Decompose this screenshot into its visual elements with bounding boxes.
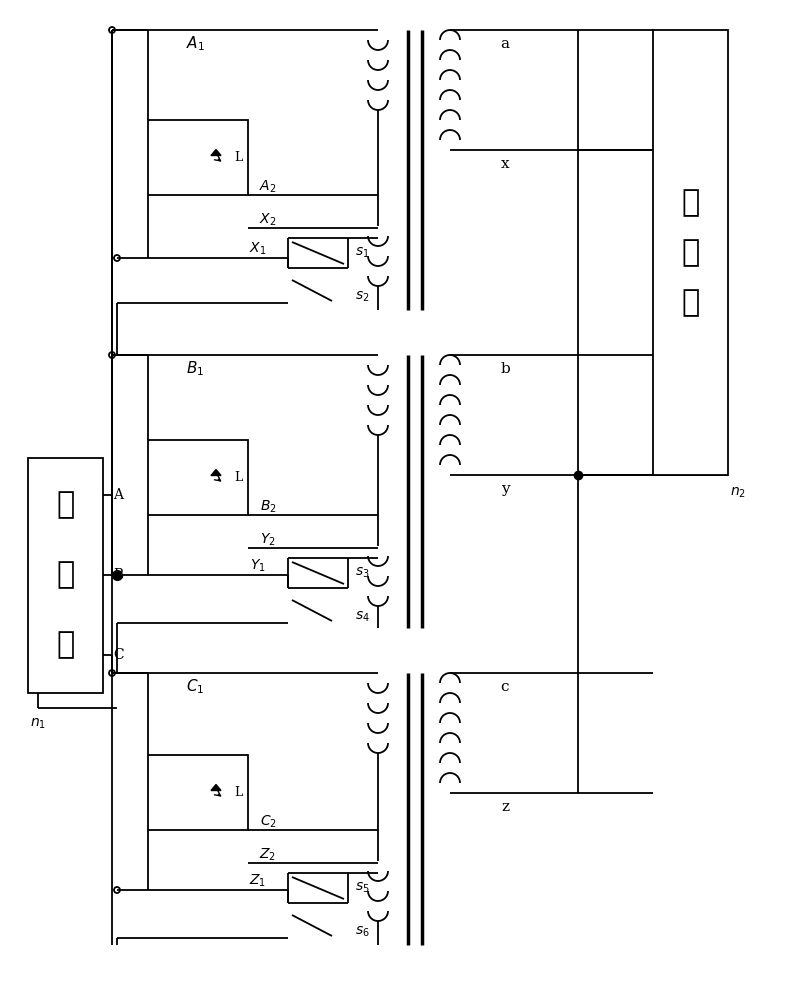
Text: $s_2$: $s_2$ (354, 290, 369, 304)
Text: $B_1$: $B_1$ (186, 360, 204, 378)
Text: 载: 载 (681, 237, 699, 268)
Text: L: L (233, 786, 242, 799)
Text: B: B (113, 568, 123, 582)
Text: $Z_2$: $Z_2$ (259, 847, 276, 863)
Text: $s_4$: $s_4$ (354, 610, 370, 624)
Text: $C_2$: $C_2$ (259, 814, 276, 830)
Text: $Y_1$: $Y_1$ (250, 558, 265, 574)
Polygon shape (211, 470, 221, 476)
Text: $s_1$: $s_1$ (354, 246, 369, 260)
Bar (652, 30, 727, 475)
Polygon shape (211, 149, 221, 155)
Text: $n_1$: $n_1$ (30, 716, 46, 731)
Text: z: z (500, 800, 508, 814)
Text: A: A (113, 488, 123, 502)
Text: y: y (500, 482, 508, 496)
Polygon shape (211, 784, 221, 790)
Text: 侧: 侧 (56, 630, 75, 660)
Text: 网: 网 (56, 560, 75, 590)
Text: $n_2$: $n_2$ (729, 486, 745, 500)
Text: $s_6$: $s_6$ (354, 925, 369, 939)
Text: $A_2$: $A_2$ (259, 179, 277, 195)
Bar (148, 120, 248, 195)
Text: $C_1$: $C_1$ (185, 678, 204, 696)
Text: $X_2$: $X_2$ (259, 212, 277, 228)
Text: $s_3$: $s_3$ (354, 566, 369, 580)
Text: L: L (233, 151, 242, 164)
Bar (28, 458, 103, 692)
Text: $B_2$: $B_2$ (259, 499, 276, 515)
Text: $Y_2$: $Y_2$ (260, 532, 276, 548)
Text: b: b (500, 362, 509, 376)
Text: L: L (233, 471, 242, 484)
Bar (148, 755, 248, 830)
Text: $Z_1$: $Z_1$ (249, 873, 266, 889)
Text: $X_1$: $X_1$ (249, 241, 266, 257)
Text: a: a (500, 37, 508, 51)
Text: c: c (500, 680, 508, 694)
Text: 侧: 侧 (681, 287, 699, 318)
Text: 负: 负 (681, 187, 699, 218)
Text: x: x (500, 157, 508, 171)
Bar (148, 440, 248, 515)
Text: $s_5$: $s_5$ (354, 881, 369, 895)
Text: $A_1$: $A_1$ (185, 35, 205, 53)
Text: 电: 电 (56, 489, 75, 520)
Text: C: C (113, 648, 124, 662)
